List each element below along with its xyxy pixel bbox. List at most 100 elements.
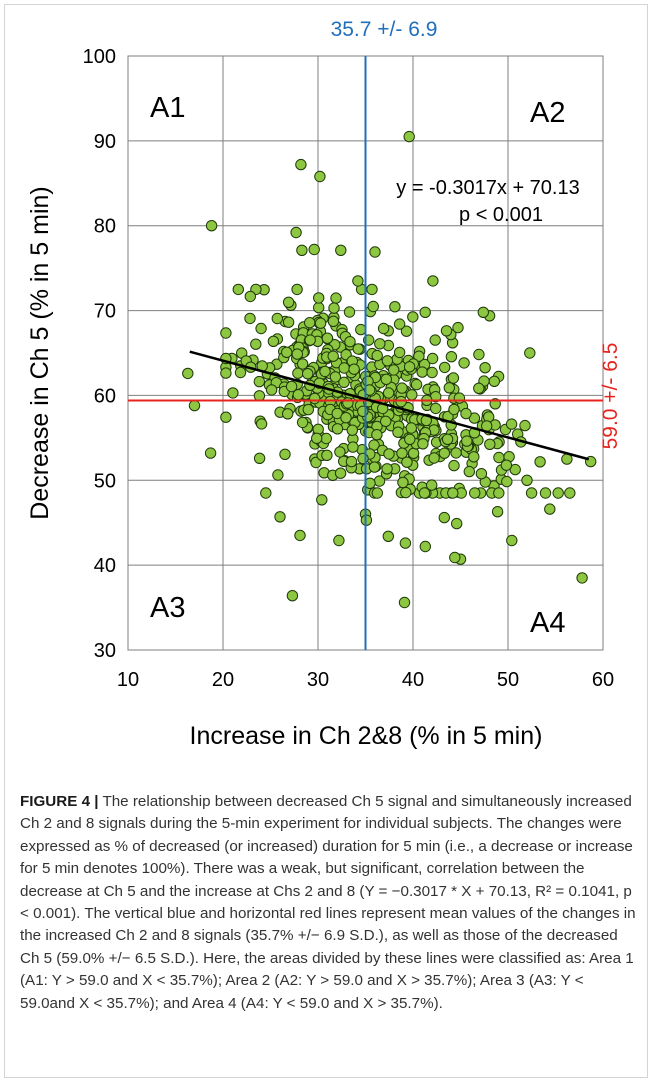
data-point <box>220 327 232 339</box>
data-point <box>400 325 413 337</box>
data-point <box>451 517 463 530</box>
data-point <box>380 415 392 427</box>
data-point <box>544 503 556 515</box>
data-point <box>439 361 451 374</box>
data-point <box>250 338 262 350</box>
y-tick-label: 30 <box>94 640 116 662</box>
data-point <box>500 459 513 471</box>
x-tick-labels: 10 20 30 40 50 60 <box>117 669 614 691</box>
data-point <box>564 487 576 499</box>
data-point <box>396 382 408 394</box>
data-point <box>429 334 441 346</box>
data-point <box>493 487 505 499</box>
data-point <box>448 459 460 472</box>
x-tick-label: 30 <box>307 669 329 691</box>
data-point <box>413 350 425 362</box>
data-point <box>355 323 367 336</box>
data-points <box>182 130 597 609</box>
data-point <box>398 596 411 609</box>
data-point <box>438 511 450 524</box>
data-point <box>401 456 413 468</box>
data-point <box>272 469 284 481</box>
data-point <box>374 338 386 350</box>
y-axis-label: Decrease in Ch 5 (% in 5 min) <box>26 186 54 519</box>
data-point <box>377 322 390 335</box>
data-point <box>447 487 459 499</box>
data-point <box>255 418 268 430</box>
data-point <box>260 487 272 499</box>
data-point <box>469 487 481 499</box>
data-point <box>220 367 232 379</box>
data-point <box>363 384 376 396</box>
data-point <box>327 350 339 362</box>
data-point <box>308 243 320 256</box>
data-point <box>447 372 460 384</box>
data-point <box>302 403 314 416</box>
data-point <box>313 292 325 304</box>
data-point <box>304 317 316 329</box>
data-point <box>419 306 431 318</box>
data-point <box>253 452 266 464</box>
data-point <box>342 397 354 409</box>
data-point <box>205 220 218 232</box>
data-point <box>234 366 247 379</box>
data-point <box>417 438 429 450</box>
y-tick-label: 40 <box>94 555 116 577</box>
data-point <box>309 392 321 405</box>
data-point <box>313 301 325 314</box>
regression-line <box>189 350 590 461</box>
data-point <box>403 361 416 373</box>
data-point <box>347 441 359 453</box>
data-point <box>396 447 408 459</box>
data-point <box>345 455 358 468</box>
data-point <box>311 432 323 444</box>
data-point <box>348 363 360 375</box>
data-point <box>321 449 333 461</box>
y-tick-label: 100 <box>83 46 116 68</box>
data-point <box>380 373 392 385</box>
data-point <box>473 382 485 394</box>
data-point <box>381 463 393 475</box>
data-point <box>328 302 340 314</box>
data-point <box>265 384 278 396</box>
data-point <box>463 465 475 478</box>
data-point <box>501 475 513 488</box>
data-point <box>352 343 364 355</box>
data-point <box>302 368 314 380</box>
data-point <box>321 332 334 344</box>
data-point <box>320 432 332 445</box>
data-point <box>491 506 504 518</box>
data-point <box>441 433 454 445</box>
data-point <box>368 461 381 473</box>
data-point <box>450 447 462 459</box>
data-point <box>448 403 460 416</box>
data-point <box>399 537 412 549</box>
data-point <box>340 412 352 424</box>
data-point <box>473 348 485 361</box>
data-point <box>314 317 327 329</box>
data-point <box>296 416 309 429</box>
data-point <box>285 380 298 393</box>
data-point <box>484 438 496 450</box>
data-point <box>296 244 308 257</box>
data-point <box>477 306 489 318</box>
data-point <box>468 451 480 463</box>
data-point <box>343 306 356 318</box>
y-tick-label: 80 <box>94 216 116 238</box>
data-point <box>458 357 470 369</box>
data-point <box>505 418 518 430</box>
data-point <box>227 387 239 399</box>
data-point <box>282 316 295 328</box>
data-point <box>292 367 304 379</box>
data-point <box>296 358 309 370</box>
data-point <box>294 529 306 542</box>
data-point <box>334 467 347 479</box>
caption-text: The relationship between decreased Ch 5 … <box>20 793 636 1012</box>
data-point <box>352 275 364 287</box>
data-point <box>475 468 488 480</box>
data-point <box>295 158 307 171</box>
data-point <box>286 590 299 602</box>
data-point <box>382 387 395 399</box>
data-point <box>416 366 428 378</box>
data-point <box>460 407 472 420</box>
